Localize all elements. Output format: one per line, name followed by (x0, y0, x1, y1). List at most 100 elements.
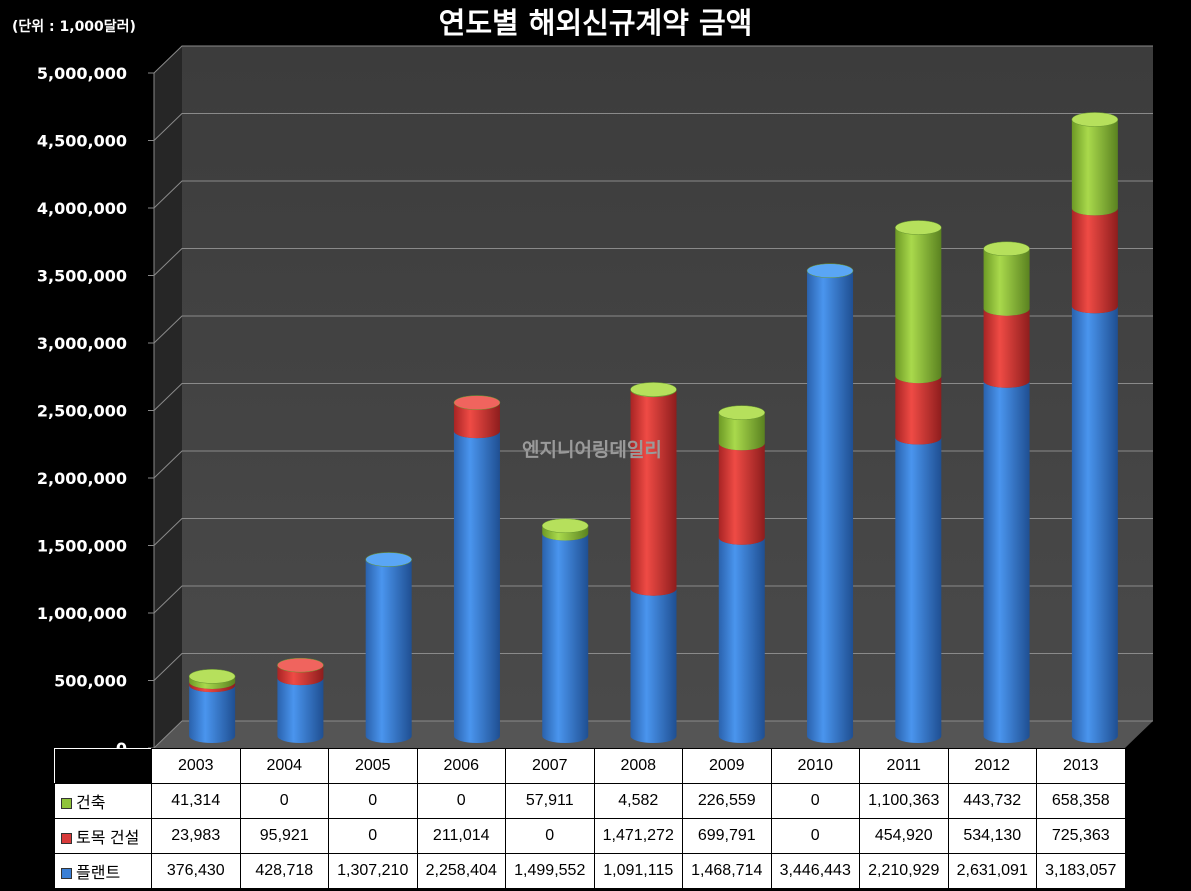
table-cell: 376,430 (151, 853, 241, 889)
table-cell: 0 (239, 783, 329, 819)
bar-plant-body (718, 537, 765, 743)
table-row-label: 건축 (54, 783, 152, 819)
bar-plant-body (189, 685, 236, 743)
table-cell: 226,559 (682, 783, 772, 819)
bar-plant (630, 588, 677, 743)
table-cell: 3,183,057 (1036, 853, 1126, 889)
bar-plant-body (542, 533, 589, 743)
bar-top-cap (453, 395, 501, 410)
bar-plant (895, 437, 942, 743)
bar-civil (189, 681, 236, 693)
bar-civil-body (189, 681, 236, 693)
table-cell: 4,582 (593, 783, 683, 819)
y-tick-label: 4,500,000 (37, 132, 127, 151)
y-tick-label: 3,500,000 (37, 267, 127, 286)
bar-plant-body (895, 437, 942, 743)
table-header-row: 2003 2004 2005 2006 2007 2008 2009 2010 2011 2012… (54, 748, 1126, 784)
table-cell: 534,130 (947, 818, 1037, 854)
table-header-year: 2012 (947, 748, 1037, 784)
bar-civil (983, 308, 1030, 388)
bar-plant (1071, 306, 1118, 743)
table-cell: 725,363 (1036, 818, 1126, 854)
bar-top-cap (188, 669, 236, 684)
bar-building-body (542, 525, 589, 541)
table-cell: 1,307,210 (328, 853, 418, 889)
table-header-year: 2004 (239, 748, 329, 784)
bar-building-body (718, 412, 765, 451)
y-tick-label: 3,000,000 (37, 334, 127, 353)
bar-plant-body (807, 270, 854, 743)
bar-civil-body (718, 443, 765, 545)
gridline (153, 113, 1153, 141)
unit-label: (단위 : 1,000달러) (12, 19, 136, 35)
bar-plant (277, 678, 324, 743)
bar-top-cap (983, 241, 1030, 257)
table-corner (54, 748, 152, 784)
bar-plant (718, 537, 765, 743)
table-row-label: 토목 건설 (54, 818, 152, 854)
bar-building (895, 227, 942, 384)
bar-plant (983, 380, 1030, 743)
chart-title: 연도별 해외신규계약 금액 (438, 6, 753, 40)
bar-plant (453, 431, 500, 743)
table-header-year: 2003 (151, 748, 241, 784)
gridline (153, 180, 1153, 209)
bar-top-cap (1071, 112, 1119, 127)
table-row-건축: 건축 41,314 0 0 0 57,911 4,582 226,559 0 1,100,363 4… (54, 783, 1126, 819)
bar-civil (895, 376, 942, 445)
bar-building (542, 525, 589, 541)
bar-top-cap (277, 657, 324, 673)
table-cell: 41,314 (151, 783, 241, 819)
y-tick-label: 1,000,000 (37, 604, 127, 623)
y-tick-label: 2,000,000 (37, 469, 127, 488)
bar-civil (277, 665, 324, 686)
y-tick-label: 5,000,000 (37, 64, 127, 83)
bar-building (189, 676, 236, 689)
table-header-year: 2008 (593, 748, 683, 784)
table-header-year: 2006 (416, 748, 506, 784)
bar-civil (1071, 208, 1118, 314)
bar-civil (630, 390, 677, 596)
table-cell: 0 (505, 818, 595, 854)
bar-plant (189, 685, 236, 743)
bar-plant-body (983, 380, 1030, 743)
legend-swatch (61, 833, 72, 845)
table-cell: 1,100,363 (859, 783, 949, 819)
bar-civil-body (277, 665, 324, 686)
data-table: 2003 2004 2005 2006 2007 2008 2009 2010 2011 2012… (54, 748, 1126, 889)
bar-building (1071, 119, 1118, 216)
y-tick-label: 1,500,000 (37, 537, 127, 556)
table-cell: 57,911 (505, 783, 595, 819)
watermark: 엔지니어링데일리 (522, 439, 662, 461)
table-cell: 0 (328, 818, 418, 854)
bar-plant (807, 270, 854, 743)
bar-top-cap (718, 405, 766, 420)
table-row-label: 플랜트 (54, 853, 152, 889)
bar-plant-body (453, 431, 500, 743)
table-header-year: 2005 (328, 748, 418, 784)
table-cell: 95,921 (239, 818, 329, 854)
table-cell: 454,920 (859, 818, 949, 854)
legend-label: 건축 (76, 795, 106, 812)
table-cell: 23,983 (151, 818, 241, 854)
bar-top-cap (541, 518, 589, 533)
bar-civil-body (983, 308, 1030, 388)
bar-plant (542, 533, 589, 743)
gridline (153, 45, 1153, 74)
table-cell: 658,358 (1036, 783, 1126, 819)
table-cell: 1,471,272 (593, 818, 683, 854)
bar-civil (453, 402, 500, 439)
table-cell: 211,014 (416, 818, 506, 854)
bar-civil-body (630, 390, 677, 596)
bar-plant-body (1071, 306, 1118, 743)
legend-label: 토목 건설 (76, 830, 140, 847)
gridline (153, 248, 1153, 276)
table-cell: 1,468,714 (682, 853, 772, 889)
table-cell: 699,791 (682, 818, 772, 854)
table-cell: 0 (770, 818, 860, 854)
table-cell: 2,258,404 (416, 853, 506, 889)
table-cell: 2,210,929 (859, 853, 949, 889)
legend-swatch (61, 868, 72, 880)
table-header-year: 2011 (859, 748, 949, 784)
